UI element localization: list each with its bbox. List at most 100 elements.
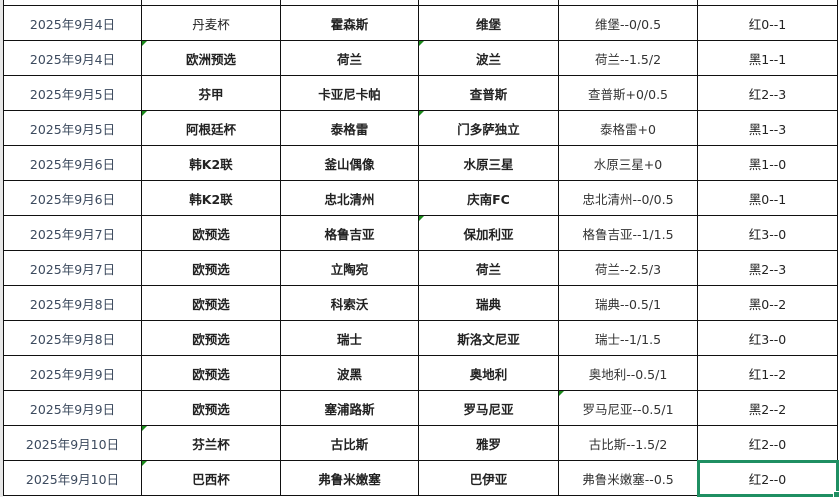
away-team-cell[interactable]: 罗马尼亚: [418, 390, 559, 426]
handicap-cell[interactable]: 瑞典--0.5/1: [558, 285, 698, 321]
date-cell[interactable]: 2025年9月6日: [3, 145, 142, 181]
league-cell[interactable]: 欧预选: [141, 285, 281, 321]
league-cell[interactable]: 欧预选: [141, 250, 281, 286]
date-cell[interactable]: 2025年9月8日: [3, 320, 142, 356]
result-cell[interactable]: 黑0--1: [697, 180, 838, 216]
date-cell[interactable]: 2025年9月4日: [3, 5, 142, 41]
league-cell[interactable]: 韩K2联: [141, 145, 281, 181]
table-row: 2025年9月4日 欧洲预选 荷兰 波兰 荷兰--1.5/2 黑1--1: [3, 40, 838, 76]
away-team-cell[interactable]: 水原三星: [418, 145, 559, 181]
handicap-cell[interactable]: 荷兰--1.5/2: [558, 40, 698, 76]
result-cell[interactable]: 黑0--2: [697, 285, 838, 321]
date-cell[interactable]: 2025年9月6日: [3, 180, 142, 216]
comment-indicator-icon: [419, 41, 424, 46]
result-cell[interactable]: 黑2--3: [697, 250, 838, 286]
table-row: 2025年9月5日 芬甲 卡亚尼卡帕 查普斯 查普斯+0/0.5 红2--3: [3, 75, 838, 111]
result-cell[interactable]: 红0--1: [697, 5, 838, 41]
date-cell[interactable]: 2025年9月5日: [3, 110, 142, 146]
league-cell[interactable]: 欧预选: [141, 215, 281, 251]
result-cell[interactable]: 黑2--2: [697, 390, 838, 426]
league-cell[interactable]: 阿根廷杯: [141, 110, 281, 146]
result-cell[interactable]: 红3--0: [697, 320, 838, 356]
date-cell[interactable]: 2025年9月7日: [3, 215, 142, 251]
home-team-cell[interactable]: 霍森斯: [280, 5, 419, 41]
league-cell[interactable]: 欧预选: [141, 355, 281, 391]
comment-indicator-icon: [142, 41, 147, 46]
result-cell[interactable]: 黑1--3: [697, 110, 838, 146]
league-cell[interactable]: 芬兰杯: [141, 425, 281, 461]
table-row: 2025年9月4日 丹麦杯 霍森斯 维堡 维堡--0/0.5 红0--1: [3, 5, 838, 41]
home-team-cell[interactable]: 塞浦路斯: [280, 390, 419, 426]
handicap-cell[interactable]: 格鲁吉亚--1/1.5: [558, 215, 698, 251]
away-team-cell[interactable]: 奥地利: [418, 355, 559, 391]
result-cell[interactable]: 红3--0: [697, 215, 838, 251]
handicap-cell[interactable]: 古比斯--1.5/2: [558, 425, 698, 461]
handicap-cell[interactable]: 弗鲁米嫩塞--0.5: [558, 460, 698, 496]
table-row: 2025年9月8日 欧预选 科索沃 瑞典 瑞典--0.5/1 黑0--2: [3, 285, 838, 321]
comment-indicator-icon: [142, 461, 147, 466]
home-team-cell[interactable]: 卡亚尼卡帕: [280, 75, 419, 111]
away-team-cell[interactable]: 维堡: [418, 5, 559, 41]
date-cell[interactable]: 2025年9月5日: [3, 75, 142, 111]
date-cell[interactable]: 2025年9月8日: [3, 285, 142, 321]
home-team-cell[interactable]: 泰格雷: [280, 110, 419, 146]
date-cell[interactable]: 2025年9月10日: [3, 460, 142, 496]
table-row: 2025年9月7日 欧预选 立陶宛 荷兰 荷兰--2.5/3 黑2--3: [3, 250, 838, 286]
league-cell[interactable]: 欧洲预选: [141, 40, 281, 76]
home-team-cell[interactable]: 波黑: [280, 355, 419, 391]
league-cell[interactable]: 韩K2联: [141, 180, 281, 216]
league-cell[interactable]: 芬甲: [141, 75, 281, 111]
table-row: 2025年9月9日 欧预选 塞浦路斯 罗马尼亚 罗马尼亚--0.5/1 黑2--2: [3, 390, 838, 426]
table-row: 2025年9月6日 韩K2联 忠北清州 庆南FC 忠北清州--0/0.5 黑0--1: [3, 180, 838, 216]
handicap-cell[interactable]: 维堡--0/0.5: [558, 5, 698, 41]
result-cell[interactable]: 红1--2: [697, 355, 838, 391]
league-cell[interactable]: 巴西杯: [141, 460, 281, 496]
home-team-cell[interactable]: 古比斯: [280, 425, 419, 461]
away-team-cell[interactable]: 保加利亚: [418, 215, 559, 251]
home-team-cell[interactable]: 忠北清州: [280, 180, 419, 216]
date-cell[interactable]: 2025年9月4日: [3, 40, 142, 76]
result-cell[interactable]: 红2--3: [697, 75, 838, 111]
handicap-cell[interactable]: 奥地利--0.5/1: [558, 355, 698, 391]
home-team-cell[interactable]: 釜山偶像: [280, 145, 419, 181]
away-team-cell[interactable]: 庆南FC: [418, 180, 559, 216]
date-cell[interactable]: 2025年9月10日: [3, 425, 142, 461]
handicap-cell[interactable]: 查普斯+0/0.5: [558, 75, 698, 111]
handicap-cell[interactable]: 水原三星+0: [558, 145, 698, 181]
away-team-cell[interactable]: 门多萨独立: [418, 110, 559, 146]
comment-indicator-icon: [419, 111, 424, 116]
away-team-cell[interactable]: 瑞典: [418, 285, 559, 321]
away-team-cell[interactable]: 查普斯: [418, 75, 559, 111]
away-team-cell[interactable]: 荷兰: [418, 250, 559, 286]
handicap-cell[interactable]: 泰格雷+0: [558, 110, 698, 146]
home-team-cell[interactable]: 立陶宛: [280, 250, 419, 286]
handicap-cell[interactable]: 罗马尼亚--0.5/1: [558, 390, 698, 426]
result-cell[interactable]: 黑1--1: [697, 40, 838, 76]
away-team-cell[interactable]: 雅罗: [418, 425, 559, 461]
home-team-cell[interactable]: 科索沃: [280, 285, 419, 321]
league-cell[interactable]: 欧预选: [141, 320, 281, 356]
result-cell[interactable]: 红2--0: [696, 459, 839, 498]
handicap-cell[interactable]: 荷兰--2.5/3: [558, 250, 698, 286]
row-header-strip: [0, 0, 3, 497]
home-team-cell[interactable]: 弗鲁米嫩塞: [280, 460, 419, 496]
date-cell[interactable]: 2025年9月7日: [3, 250, 142, 286]
home-team-cell[interactable]: 格鲁吉亚: [280, 215, 419, 251]
comment-indicator-icon: [142, 426, 147, 431]
home-team-cell[interactable]: 瑞士: [280, 320, 419, 356]
date-cell[interactable]: 2025年9月9日: [3, 355, 142, 391]
comment-indicator-icon: [419, 216, 424, 221]
away-team-cell[interactable]: 斯洛文尼亚: [418, 320, 559, 356]
handicap-cell[interactable]: 忠北清州--0/0.5: [558, 180, 698, 216]
result-cell[interactable]: 红2--0: [697, 425, 838, 461]
table-row: 2025年9月10日 芬兰杯 古比斯 雅罗 古比斯--1.5/2 红2--0: [3, 425, 838, 461]
away-team-cell[interactable]: 巴伊亚: [418, 460, 559, 496]
league-cell[interactable]: 丹麦杯: [141, 5, 281, 41]
away-team-cell[interactable]: 波兰: [418, 40, 559, 76]
handicap-cell[interactable]: 瑞士--1/1.5: [558, 320, 698, 356]
table-row: 2025年9月10日 巴西杯 弗鲁米嫩塞 巴伊亚 弗鲁米嫩塞--0.5 红2--0: [3, 459, 839, 498]
league-cell[interactable]: 欧预选: [141, 390, 281, 426]
result-cell[interactable]: 黑1--0: [697, 145, 838, 181]
home-team-cell[interactable]: 荷兰: [280, 40, 419, 76]
date-cell[interactable]: 2025年9月9日: [3, 390, 142, 426]
